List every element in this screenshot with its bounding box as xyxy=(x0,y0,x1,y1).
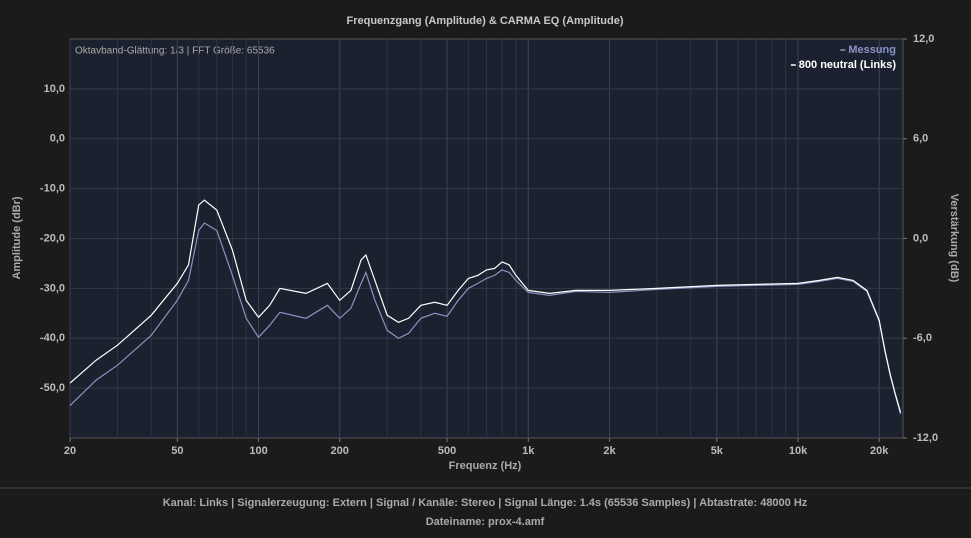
series-line xyxy=(69,199,902,413)
series-line xyxy=(69,222,902,415)
y2-tick-label: 6,0 xyxy=(913,133,928,145)
y2-tick-label: 0,0 xyxy=(913,232,928,244)
x-tick-label: 20 xyxy=(64,445,76,457)
x-tick-label: 500 xyxy=(438,445,456,457)
y-tick-label: 0,0 xyxy=(50,133,65,145)
x-tick-label: 100 xyxy=(249,445,267,457)
y-tick-label: -50,0 xyxy=(40,382,65,394)
y-tick-label: -30,0 xyxy=(40,282,65,294)
y-axis-label: Amplitude (dBr) xyxy=(11,196,23,279)
footer-file: Dateiname: prox-4.amf xyxy=(426,516,545,528)
x-tick-label: 5k xyxy=(711,445,724,457)
x-tick-label: 50 xyxy=(171,445,183,457)
y2-tick-label: -6,0 xyxy=(913,332,932,344)
annotation: Oktavband-Glättung: 1/3 | FFT Größe: 655… xyxy=(75,46,275,57)
legend-label: Messung xyxy=(848,44,896,56)
x-tick-label: 10k xyxy=(789,445,808,457)
y2-axis-label: Verstärkung (dB) xyxy=(948,194,960,283)
y-tick-label: -10,0 xyxy=(40,183,65,195)
y-tick-label: -40,0 xyxy=(40,332,65,344)
x-tick-label: 20k xyxy=(870,445,889,457)
x-tick-label: 1k xyxy=(522,445,535,457)
x-tick-label: 200 xyxy=(331,445,349,457)
x-axis-label: Frequenz (Hz) xyxy=(449,460,522,472)
y-tick-label: -20,0 xyxy=(40,232,65,244)
y-tick-label: 10,0 xyxy=(44,83,65,95)
x-tick-label: 2k xyxy=(603,445,616,457)
y2-tick-label: -12,0 xyxy=(913,432,938,444)
chart-title: Frequenzgang (Amplitude) & CARMA EQ (Amp… xyxy=(346,15,623,27)
y2-tick-label: 12,0 xyxy=(913,33,934,45)
footer-info: Kanal: Links | Signalerzeugung: Extern |… xyxy=(163,497,808,509)
legend-label: 800 neutral (Links) xyxy=(799,59,897,71)
